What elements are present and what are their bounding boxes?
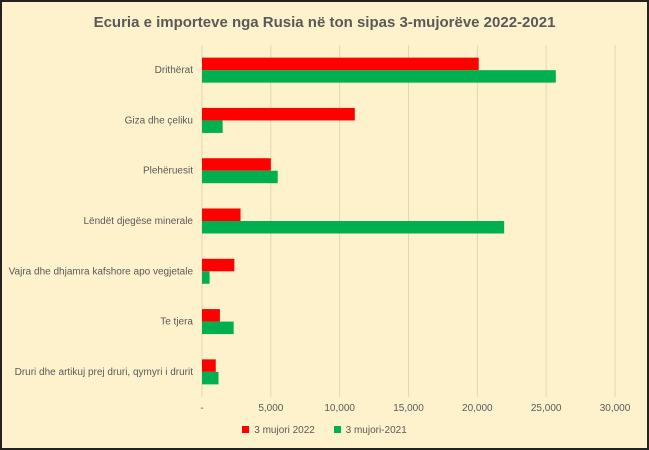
x-tick-label: 5,000 [258, 403, 283, 414]
bar-2022 [202, 359, 216, 372]
category-label: Te tjera [160, 317, 193, 328]
legend-label-2022: 3 mujori 2022 [254, 425, 315, 436]
x-tick-label: - [200, 403, 203, 414]
x-tick-label: 15,000 [393, 403, 424, 414]
legend-swatch-2021 [333, 426, 341, 433]
chart-title: Ecuria e importeve nga Rusia në ton sipa… [93, 14, 556, 31]
bar-2021 [202, 321, 234, 335]
bar-2022 [202, 208, 241, 221]
x-tick-label: 30,000 [600, 403, 631, 414]
bar-2021 [202, 70, 556, 83]
bar-2022 [202, 107, 355, 121]
category-label: Giza dhe çeliku [125, 115, 193, 126]
legend-swatch-2022 [242, 426, 250, 433]
bar-2022 [202, 309, 220, 322]
legend-item-2021: 3 mujori-2021 [333, 425, 407, 436]
bar-2022 [202, 158, 271, 171]
category-label: Vajra dhe dhjamra kafshore apo vegjetale [9, 266, 194, 277]
bar-2022 [202, 258, 235, 272]
category-label: Lëndët djegëse minerale [83, 216, 193, 227]
bar-2021 [202, 371, 219, 385]
bar-2022 [202, 57, 479, 71]
category-label: Druri dhe artikuj prej druri, qymyri i d… [15, 367, 194, 378]
x-tick-label: 25,000 [531, 403, 562, 414]
legend-label-2021: 3 mujori-2021 [345, 425, 407, 436]
bar-2021 [202, 221, 505, 234]
legend-item-2022: 3 mujori 2022 [242, 425, 315, 436]
x-tick-label: 20,000 [462, 403, 493, 414]
x-tick-label: 10,000 [324, 403, 355, 414]
bar-2021 [202, 120, 223, 133]
category-label: Drithërat [155, 65, 194, 76]
bar-2021 [202, 170, 278, 184]
category-label: Plehëruesit [143, 166, 193, 177]
bar-2021 [202, 271, 210, 284]
legend: 3 mujori 2022 3 mujori-2021 [2, 425, 647, 436]
